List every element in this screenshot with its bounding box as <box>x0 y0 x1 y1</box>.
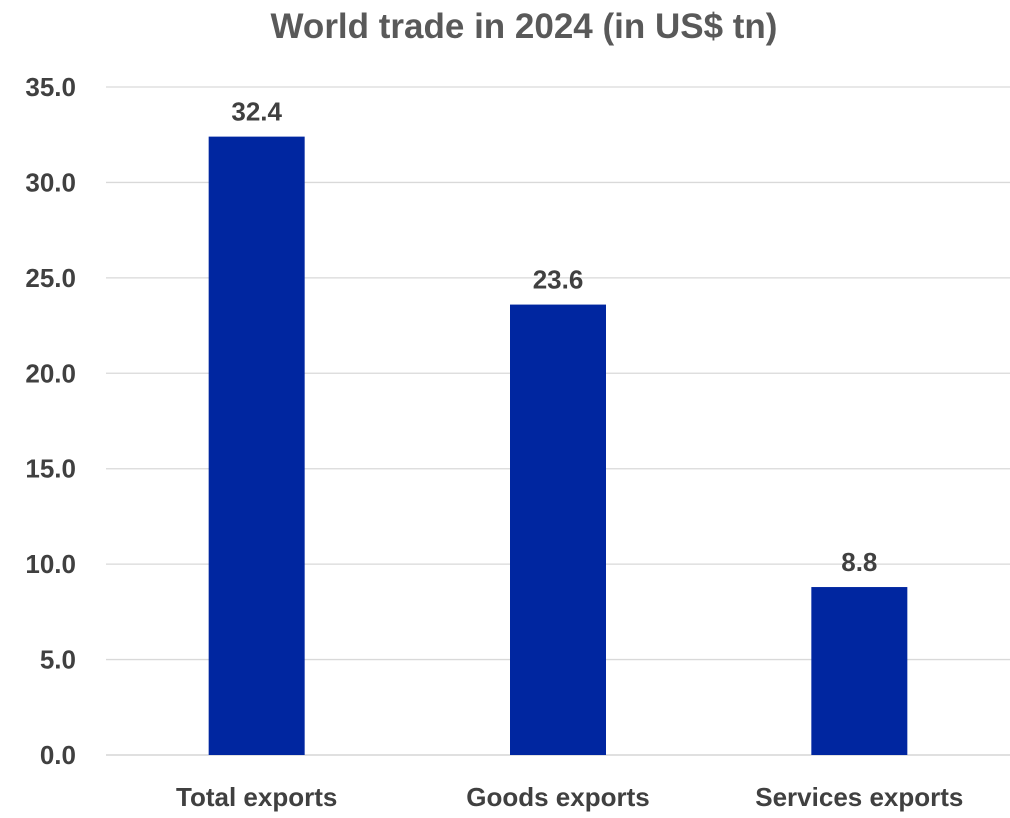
bar <box>208 136 305 755</box>
data-labels: 32.4 23.6 8.8 <box>231 97 877 577</box>
x-tick-label: Services exports <box>755 782 963 812</box>
y-tick-label: 30.0 <box>25 167 76 197</box>
bars <box>208 136 908 755</box>
x-axis-labels: Total exports Goods exports Services expor… <box>176 782 963 812</box>
y-tick-label: 10.0 <box>25 549 76 579</box>
y-tick-label: 15.0 <box>25 454 76 484</box>
x-tick-label: Total exports <box>176 782 337 812</box>
y-tick-label: 20.0 <box>25 358 76 388</box>
data-label: 8.8 <box>841 547 877 577</box>
data-label: 32.4 <box>231 97 282 127</box>
y-axis-ticks: 0.0 5.0 10.0 15.0 20.0 25.0 30.0 35.0 <box>25 72 76 770</box>
x-tick-label: Goods exports <box>466 782 649 812</box>
y-tick-label: 0.0 <box>40 740 76 770</box>
y-tick-label: 25.0 <box>25 263 76 293</box>
y-tick-label: 5.0 <box>40 645 76 675</box>
bar <box>510 304 606 755</box>
chart-title: World trade in 2024 (in US$ tn) <box>271 7 778 46</box>
bar <box>811 587 908 755</box>
data-label: 23.6 <box>533 265 584 295</box>
y-tick-label: 35.0 <box>25 72 76 102</box>
